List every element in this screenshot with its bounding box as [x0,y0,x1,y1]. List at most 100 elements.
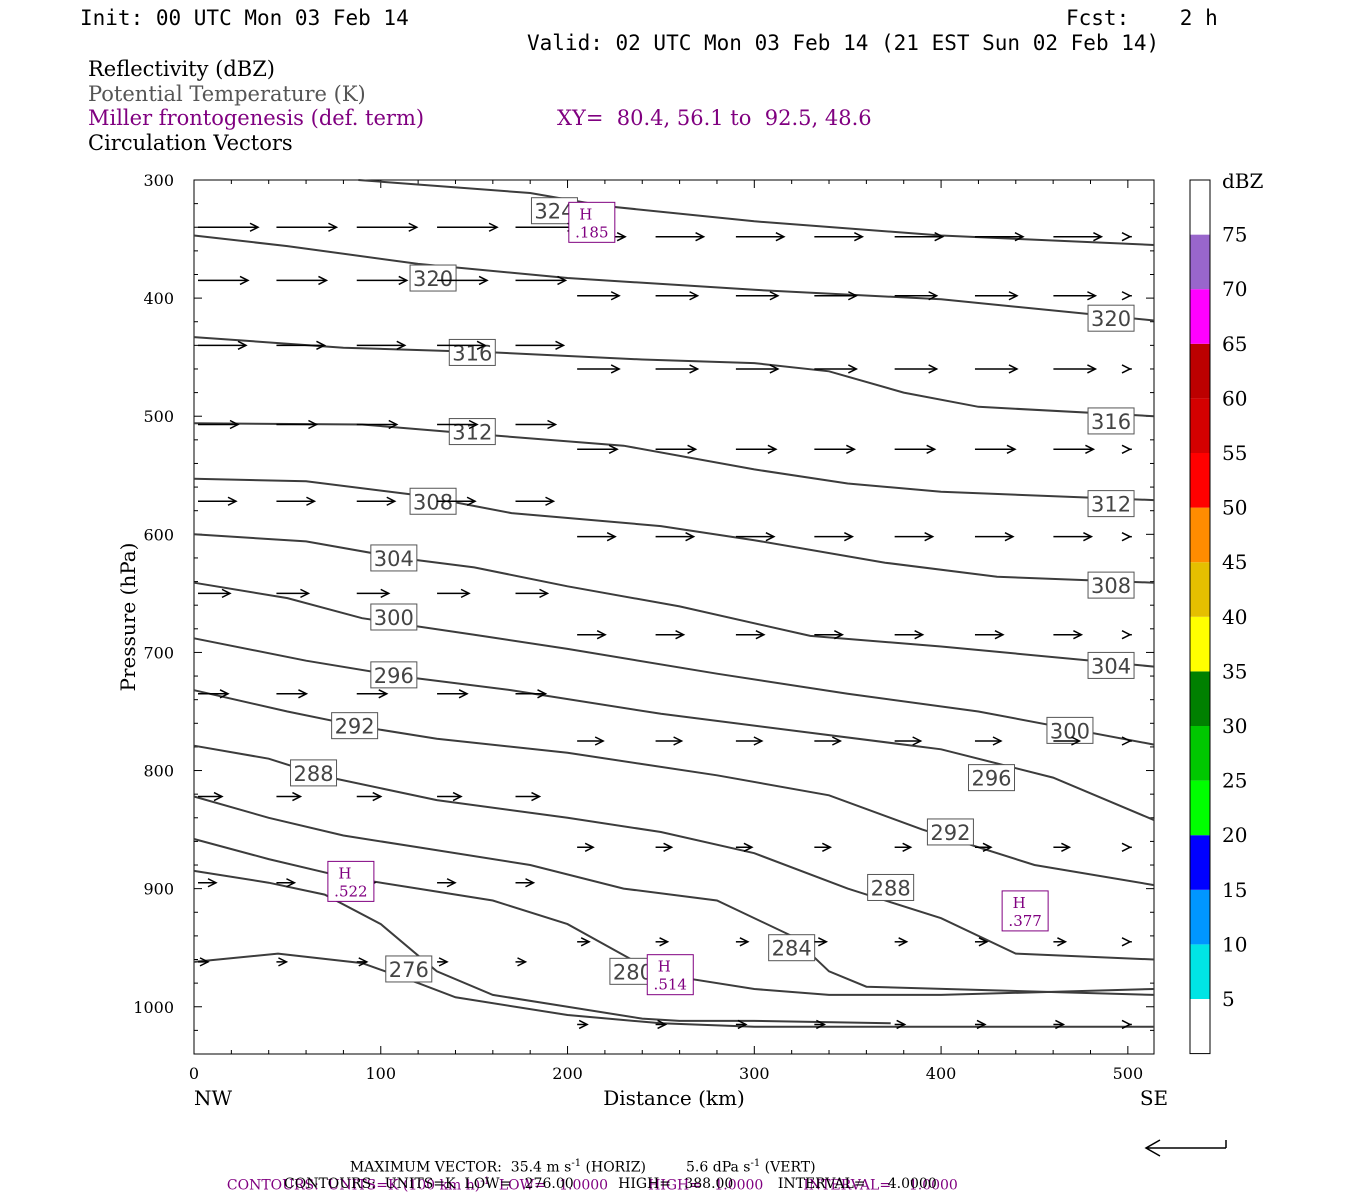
theta-label: 308 [1091,574,1131,598]
vector-arrowhead [846,444,857,454]
vector-arrowhead [610,291,621,301]
theta-label: 324 [534,200,574,224]
plot-frame [193,179,1155,1055]
vector-arrowhead [610,364,621,374]
colorbar-level: 5 [1222,987,1235,1011]
vector-arrowhead [476,340,487,351]
theta-contour [193,234,1155,322]
theta-label-box [768,934,816,962]
y-tick-label: 500 [143,407,174,426]
vector-arrowhead [657,1019,668,1030]
vector-arrowhead [775,232,786,242]
max-vector-vert: 5.6 dPa s [686,1159,751,1176]
colorbar-segment [1190,343,1210,399]
vector-arrowhead [606,532,617,542]
frontogenesis-high-box [568,201,616,243]
vector-arrowhead [555,340,566,351]
theta-label-box [448,418,496,446]
vector-arrowhead [765,532,776,542]
vector-arrowhead [769,291,780,301]
vector-arrowhead [695,232,706,242]
vector-arrowhead [298,689,309,699]
legend-reflectivity: Reflectivity (dBZ) [88,57,276,81]
vector-arrowhead [1087,364,1098,374]
vector-arrowhead [832,736,843,746]
vector-arrowhead [199,957,210,967]
y-tick-label: 900 [143,880,174,899]
vector-arrowhead [438,957,449,967]
vector-arrowhead [737,1019,748,1030]
theta-label: 312 [1091,493,1131,517]
vector-arrowhead [316,340,327,351]
vector-arrowhead [1073,630,1084,640]
vector-arrowhead [249,222,260,232]
vector-arrowhead [673,736,684,746]
contours-fg-units: CONTOURS: UNITS=K (100 km h) [226,1177,481,1194]
vector-arrowhead [229,419,240,430]
colorbar-level: 10 [1222,932,1247,956]
vector-arrowhead [478,275,489,286]
legend-theta: Potential Temperature (K) [88,82,366,106]
frontogenesis-high-box [646,954,694,996]
vector-arrowhead [594,736,605,746]
legend-vectors: Circulation Vectors [88,131,293,155]
theta-label: 300 [1050,719,1090,743]
vector-arrowhead [1008,291,1019,301]
vector-arrowhead [854,232,865,242]
vector-arrowhead [926,444,937,454]
colorbar-segment [1190,726,1210,781]
vector-arrowhead [239,275,250,286]
frontogenesis-high-letter: H [338,864,351,882]
vector-arrowhead [584,842,595,852]
vector-arrowhead [1121,291,1132,301]
vector-arrowhead [580,937,591,947]
y-tick-label: 400 [143,289,174,308]
vector-arrowhead [994,630,1005,640]
vector-arrowhead [739,937,750,947]
vector-arrowhead [902,842,913,852]
vector-arrowhead [452,791,463,802]
theta-label-box [1087,304,1135,332]
vector-arrowhead [1121,630,1132,640]
theta-label-box [968,764,1016,792]
vector-arrowhead [848,291,859,301]
theta-contour [193,477,1155,584]
vector-arrowhead [928,364,939,374]
footer-contours-frontogenesis: CONTOURS: UNITS=K (100 km h)-1 LOW= 1.00… [226,1176,958,1194]
vector-arrowhead [1085,444,1096,454]
vector-arrowhead [1014,232,1025,242]
vector-arrowhead [898,937,909,947]
vector-arrowhead [1121,444,1132,454]
theta-contour [358,179,1155,246]
theta-contour [193,795,1155,996]
colorbar-level: 25 [1222,769,1247,793]
init-time: Init: 00 UTC Mon 03 Feb 14 [80,6,409,30]
colorbar-segment [1190,234,1210,290]
theta-label: 316 [1091,410,1131,434]
vector-arrowhead [616,232,627,242]
vector-arrowhead [219,689,230,699]
colorbar-segment [1190,889,1210,945]
colorbar-level: 60 [1222,386,1247,410]
colorbar-level: 45 [1222,550,1247,574]
vector-arrowhead [687,444,698,454]
max-vector-vert-unit: (VERT) [764,1159,816,1176]
vector-arrowhead [1004,532,1015,542]
theta-label-box [409,264,457,292]
vector-arrowhead [767,444,778,454]
colorbar-level: 75 [1222,223,1247,247]
theta-contour [193,869,891,1025]
x-tick-label: 300 [739,1064,770,1083]
vector-arrowhead [743,842,754,852]
vector-arrowhead [976,1019,987,1030]
colorbar-level: 55 [1222,441,1247,465]
vector-arrowhead [358,957,369,967]
colorbar-level: 40 [1222,605,1247,629]
theta-contour [193,533,1155,668]
x-tick-label: 400 [926,1064,957,1083]
max-vector-text: MAXIMUM VECTOR: 35.4 m s [349,1159,572,1176]
y-axis-title: Pressure (hPa) [116,543,140,692]
vector-arrowhead [1121,1019,1132,1030]
theta-label: 288 [871,876,911,900]
vector-arrowhead [1061,842,1072,852]
